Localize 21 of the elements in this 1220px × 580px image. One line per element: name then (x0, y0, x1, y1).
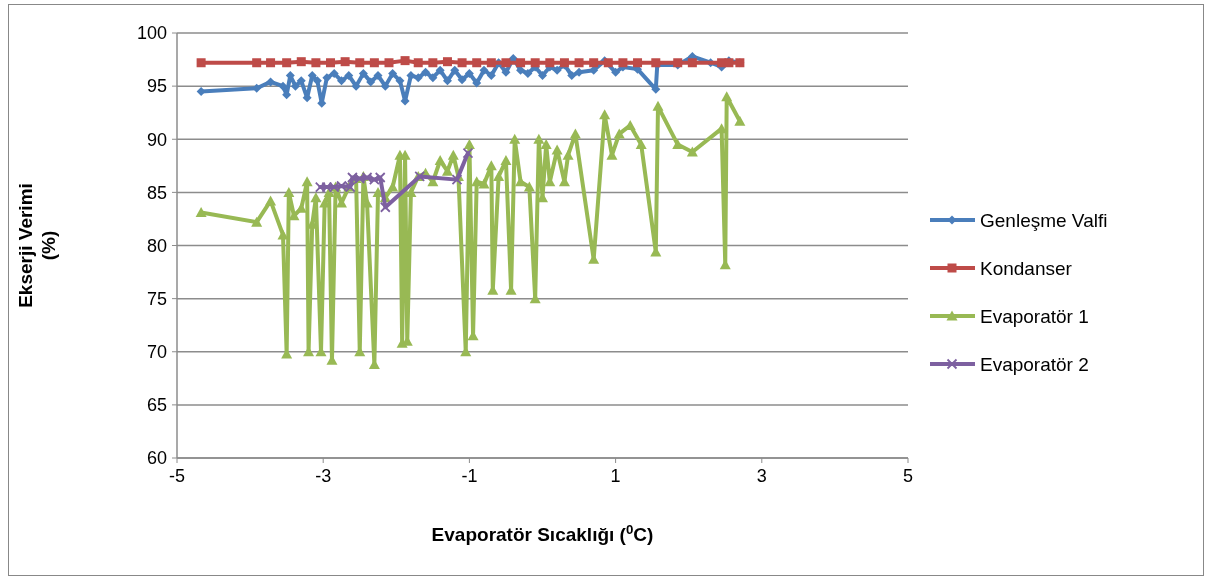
y-tick-label: 100 (136, 23, 167, 44)
legend-label: Evaporatör 1 (980, 305, 1089, 327)
y-tick-label: 70 (146, 342, 167, 363)
y-tick-label: 95 (146, 76, 167, 97)
y-tick-label: 80 (146, 235, 167, 256)
y-tick-label: 90 (146, 129, 167, 150)
x-tick-label: 1 (610, 466, 621, 486)
x-axis-title: Evaporatör Sıcaklığı ($^{0}$C) (431, 521, 654, 545)
x-tick-label: 3 (756, 466, 767, 486)
y-tick-label: 85 (146, 182, 167, 203)
x-tick-label: -1 (461, 466, 478, 486)
legend-label: Evaporatör 2 (980, 353, 1089, 375)
legend-label: Kondanser (980, 257, 1073, 279)
x-tick-label: -3 (315, 466, 332, 486)
y-tick-label: 65 (146, 395, 167, 416)
y-axis-title: Ekserji Verimi (%) (15, 183, 60, 308)
legend-label: Genleşme Valfi (980, 209, 1108, 231)
y-tick-label: 60 (146, 448, 167, 469)
x-tick-label: -5 (168, 466, 186, 486)
y-tick-label: 75 (146, 288, 167, 309)
x-tick-label: 5 (902, 466, 914, 486)
